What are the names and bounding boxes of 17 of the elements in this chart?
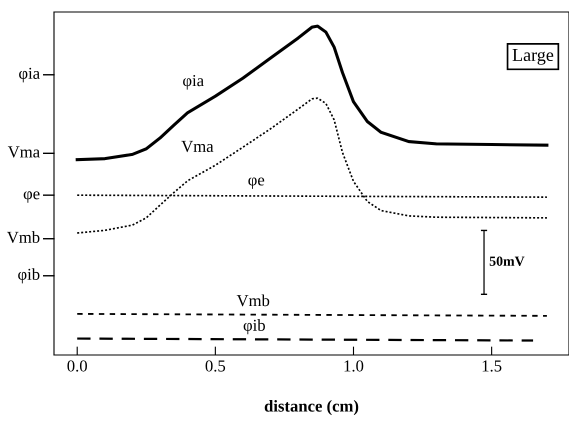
series-label: φe xyxy=(248,178,264,189)
series-label: φib xyxy=(244,319,265,334)
x-axis-title: distance (cm) xyxy=(264,400,358,416)
text: Vmb xyxy=(6,231,40,243)
annotation: 50mV xyxy=(490,256,525,266)
series-label: Vmb xyxy=(236,294,270,306)
x-tick-label: 0.5 xyxy=(206,360,226,372)
text: φe xyxy=(24,191,40,203)
x-tick-label: 1.0 xyxy=(344,360,364,372)
annotation: Large xyxy=(512,49,554,65)
series-label: Vma xyxy=(181,140,214,152)
series-label: φia xyxy=(183,75,204,90)
text: φia xyxy=(19,68,40,82)
text: φib xyxy=(18,268,40,284)
x-tick-label: 1.5 xyxy=(482,360,502,372)
text: Vma xyxy=(8,146,40,158)
x-tick-label: 0.0 xyxy=(67,360,87,372)
